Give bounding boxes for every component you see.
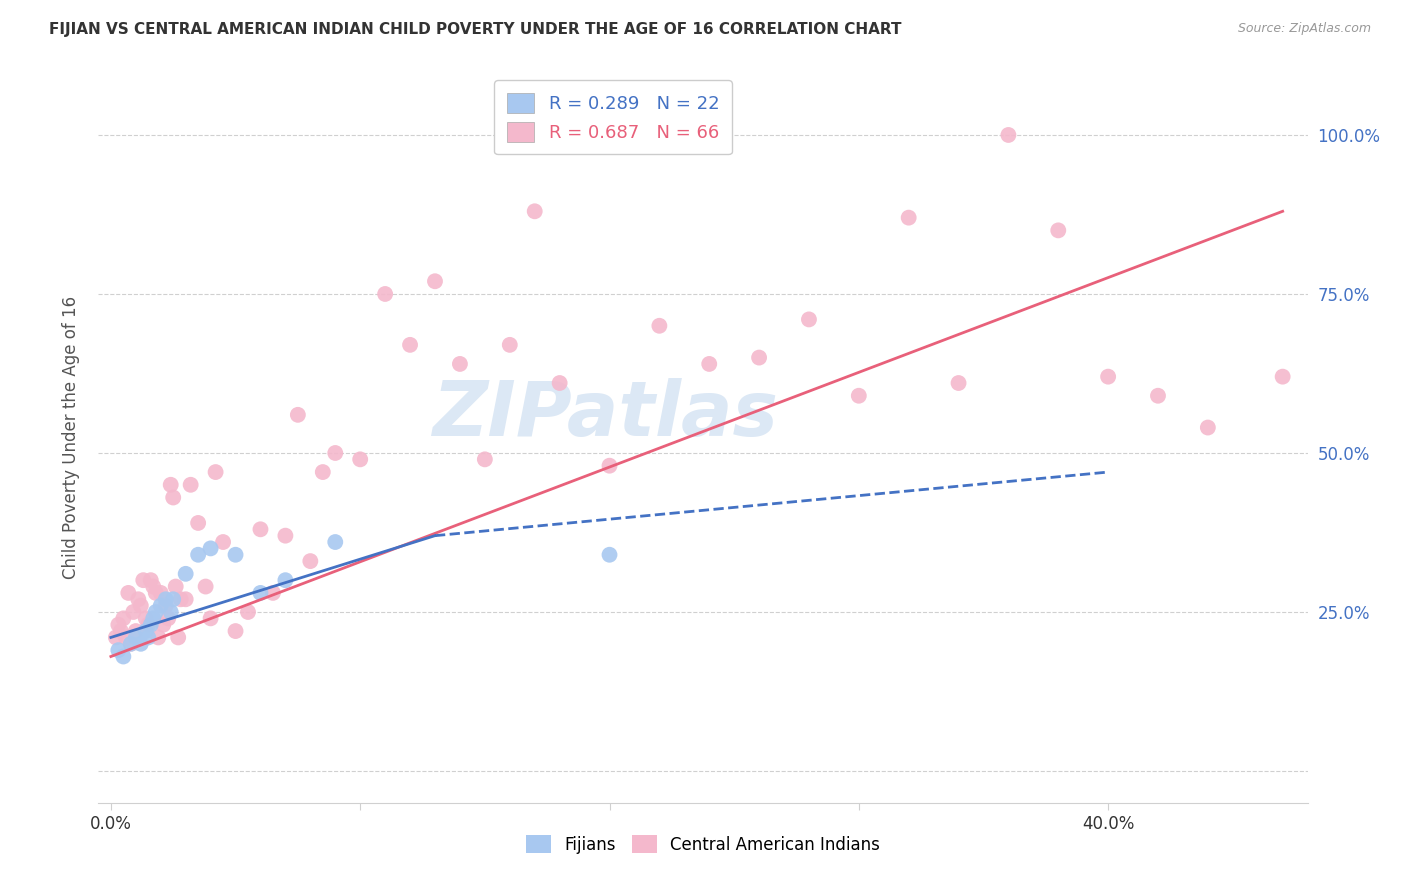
Point <box>139 573 162 587</box>
Point <box>225 548 247 562</box>
Point <box>249 586 271 600</box>
Point <box>167 631 190 645</box>
Point <box>225 624 247 638</box>
Point <box>423 274 446 288</box>
Point <box>159 477 181 491</box>
Point <box>135 611 157 625</box>
Legend: Fijians, Central American Indians: Fijians, Central American Indians <box>519 829 887 860</box>
Point <box>139 617 162 632</box>
Point <box>136 617 159 632</box>
Point <box>212 535 235 549</box>
Point <box>142 580 165 594</box>
Text: FIJIAN VS CENTRAL AMERICAN INDIAN CHILD POVERTY UNDER THE AGE OF 16 CORRELATION : FIJIAN VS CENTRAL AMERICAN INDIAN CHILD … <box>49 22 901 37</box>
Point <box>997 128 1019 142</box>
Point <box>110 624 132 638</box>
Point <box>149 586 172 600</box>
Point <box>1097 369 1119 384</box>
Point <box>115 631 138 645</box>
Point <box>149 599 172 613</box>
Point <box>165 580 187 594</box>
Point <box>155 592 177 607</box>
Point <box>374 287 396 301</box>
Point <box>180 477 202 491</box>
Text: ZIPatlas: ZIPatlas <box>433 378 779 452</box>
Point <box>262 586 284 600</box>
Point <box>194 580 217 594</box>
Point <box>120 637 142 651</box>
Point <box>120 637 142 651</box>
Point <box>323 446 346 460</box>
Point <box>135 624 157 638</box>
Point <box>323 535 346 549</box>
Point <box>897 211 920 225</box>
Point <box>132 573 155 587</box>
Point <box>157 611 180 625</box>
Text: Source: ZipAtlas.com: Source: ZipAtlas.com <box>1237 22 1371 36</box>
Point <box>697 357 720 371</box>
Point <box>127 592 149 607</box>
Point <box>1197 420 1219 434</box>
Point <box>1147 389 1170 403</box>
Point <box>1271 369 1294 384</box>
Point <box>349 452 371 467</box>
Point <box>848 389 870 403</box>
Point <box>187 548 209 562</box>
Point <box>122 605 145 619</box>
Point <box>112 611 135 625</box>
Point <box>548 376 571 390</box>
Point <box>129 637 152 651</box>
Point <box>136 631 159 645</box>
Point <box>174 592 197 607</box>
Point <box>204 465 226 479</box>
Point <box>187 516 209 530</box>
Point <box>249 522 271 536</box>
Point <box>155 599 177 613</box>
Point <box>474 452 496 467</box>
Point <box>170 592 193 607</box>
Point <box>107 617 129 632</box>
Point <box>162 491 184 505</box>
Point <box>200 611 222 625</box>
Point <box>1047 223 1070 237</box>
Point <box>200 541 222 556</box>
Point <box>399 338 422 352</box>
Point <box>129 599 152 613</box>
Point <box>299 554 322 568</box>
Point <box>236 605 259 619</box>
Point <box>599 458 621 473</box>
Point <box>499 338 522 352</box>
Point <box>648 318 671 333</box>
Point <box>125 624 148 638</box>
Point <box>599 548 621 562</box>
Point <box>148 631 170 645</box>
Point <box>104 631 127 645</box>
Point <box>287 408 309 422</box>
Point <box>523 204 546 219</box>
Point <box>152 617 174 632</box>
Point <box>274 529 297 543</box>
Point <box>117 586 139 600</box>
Point <box>797 312 820 326</box>
Point <box>145 586 167 600</box>
Point <box>125 631 148 645</box>
Point <box>142 611 165 625</box>
Point <box>312 465 335 479</box>
Point <box>449 357 471 371</box>
Point <box>145 605 167 619</box>
Point <box>107 643 129 657</box>
Point <box>112 649 135 664</box>
Point <box>174 566 197 581</box>
Point <box>159 605 181 619</box>
Point <box>162 592 184 607</box>
Point <box>948 376 970 390</box>
Point <box>274 573 297 587</box>
Point <box>748 351 770 365</box>
Y-axis label: Child Poverty Under the Age of 16: Child Poverty Under the Age of 16 <box>62 295 80 579</box>
